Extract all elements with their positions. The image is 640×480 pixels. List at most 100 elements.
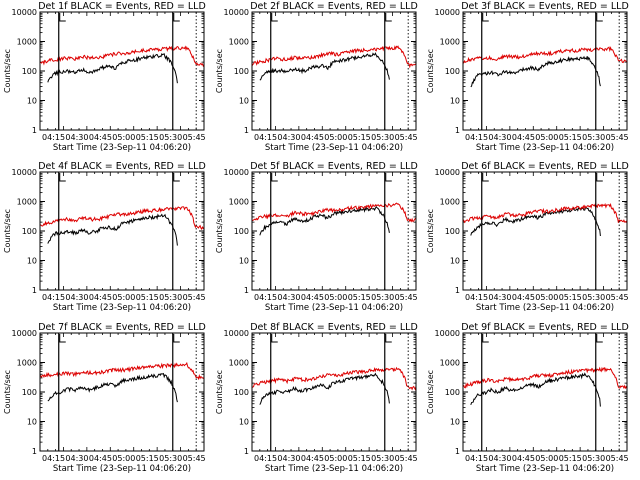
- x-tick-label: 05:00: [535, 454, 558, 463]
- time-marker-flag: [173, 13, 180, 22]
- time-marker-flag: [271, 334, 278, 343]
- lld-series-line: [39, 361, 205, 381]
- x-axis-label: Start Time (23-Sep-11 04:06:20): [265, 464, 403, 474]
- y-axis-label: Counts/sec: [426, 209, 435, 253]
- time-marker-flag: [59, 173, 66, 182]
- x-tick-label: 05:45: [395, 133, 418, 142]
- x-tick-label: 04:15: [42, 133, 65, 142]
- x-tick-label: 05:15: [136, 293, 159, 302]
- panel-det-5: Det 5f BLACK = Events, RED = LLD Counts/s…: [215, 161, 418, 313]
- events-series-line: [470, 55, 601, 88]
- lld-series-line: [251, 366, 417, 391]
- y-tick-label: 10000: [224, 329, 249, 338]
- x-tick-label: 04:30: [488, 454, 511, 463]
- panel-title: Det 5f BLACK = Events, RED = LLD: [250, 161, 418, 172]
- lld-series-line: [39, 206, 205, 231]
- x-tick-label: 04:30: [277, 454, 300, 463]
- plot-frame: [251, 171, 417, 291]
- time-marker-flag: [59, 334, 66, 343]
- panel-title: Det 8f BLACK = Events, RED = LLD: [250, 322, 418, 333]
- panel-det-3: Det 3f BLACK = Events, RED = LLD Counts/s…: [426, 1, 629, 153]
- y-tick-label: 10: [239, 418, 249, 427]
- x-tick-label: 04:15: [254, 133, 277, 142]
- x-tick-label: 05:00: [535, 133, 558, 142]
- y-axis-label: Counts/sec: [215, 209, 224, 253]
- panel-det-4: Det 4f BLACK = Events, RED = LLD Counts/s…: [3, 161, 206, 313]
- x-tick-label: 05:00: [324, 293, 347, 302]
- plot-frame: [251, 11, 417, 131]
- time-marker-flag: [385, 334, 392, 343]
- x-tick-label: 05:30: [371, 133, 394, 142]
- x-tick-label: 05:30: [159, 454, 182, 463]
- events-series-line: [47, 213, 178, 246]
- y-tick-label: 100: [234, 67, 249, 76]
- time-marker-flag: [173, 173, 180, 182]
- y-axis-label: Counts/sec: [426, 49, 435, 93]
- x-tick-label: 05:15: [559, 293, 582, 302]
- y-tick-label: 1000: [17, 198, 37, 207]
- events-series-line: [47, 372, 178, 403]
- x-tick-label: 04:45: [301, 454, 324, 463]
- panel-title: Det 7f BLACK = Events, RED = LLD: [38, 322, 206, 333]
- panel-title: Det 6f BLACK = Events, RED = LLD: [461, 161, 629, 172]
- x-tick-label: 05:30: [371, 293, 394, 302]
- events-series-line: [47, 52, 178, 84]
- events-series-line: [470, 206, 601, 237]
- time-marker-flag: [596, 334, 603, 343]
- y-tick-label: 1000: [17, 38, 37, 47]
- y-tick-label: 1000: [440, 198, 460, 207]
- x-tick-label: 04:30: [65, 293, 88, 302]
- x-axis-label: Start Time (23-Sep-11 04:06:20): [476, 143, 614, 153]
- y-tick-label: 1000: [229, 38, 249, 47]
- x-tick-label: 05:00: [535, 293, 558, 302]
- y-tick-label: 1: [455, 126, 460, 135]
- plot-frame: [39, 332, 205, 452]
- plot-frame: [39, 11, 205, 131]
- x-tick-label: 04:45: [512, 133, 535, 142]
- y-tick-label: 100: [234, 227, 249, 236]
- y-tick-label: 10000: [12, 8, 37, 17]
- panel-det-2: Det 2f BLACK = Events, RED = LLD Counts/s…: [215, 1, 418, 153]
- x-tick-label: 05:15: [559, 133, 582, 142]
- y-tick-label: 1: [244, 286, 249, 295]
- plot-frame: [462, 11, 628, 131]
- time-marker-flag: [482, 334, 489, 343]
- y-tick-label: 10: [450, 97, 460, 106]
- x-tick-label: 04:30: [488, 293, 511, 302]
- x-axis-label: Start Time (23-Sep-11 04:06:20): [53, 303, 191, 313]
- y-axis-label: Counts/sec: [3, 370, 12, 414]
- time-marker-flag: [173, 334, 180, 343]
- y-tick-label: 1: [32, 447, 37, 456]
- events-series-line: [259, 52, 390, 81]
- x-tick-label: 04:45: [301, 293, 324, 302]
- time-marker-flag: [271, 173, 278, 182]
- y-axis-label: Counts/sec: [3, 209, 12, 253]
- panel-det-7: Det 7f BLACK = Events, RED = LLD Counts/s…: [3, 322, 206, 474]
- y-tick-label: 10: [450, 418, 460, 427]
- time-marker-flag: [482, 13, 489, 22]
- x-tick-label: 04:15: [465, 293, 488, 302]
- y-tick-label: 10: [239, 97, 249, 106]
- x-axis-label: Start Time (23-Sep-11 04:06:20): [476, 303, 614, 313]
- y-tick-label: 100: [445, 227, 460, 236]
- panel-det-1: Det 1f BLACK = Events, RED = LLD Counts/s…: [3, 1, 206, 153]
- x-tick-label: 04:45: [89, 293, 112, 302]
- y-tick-label: 100: [22, 388, 37, 397]
- x-tick-label: 05:30: [582, 133, 605, 142]
- x-tick-label: 04:45: [89, 454, 112, 463]
- plot-frame: [39, 171, 205, 291]
- time-marker-flag: [385, 13, 392, 22]
- y-tick-label: 1: [244, 447, 249, 456]
- x-tick-label: 04:30: [277, 133, 300, 142]
- panel-title: Det 2f BLACK = Events, RED = LLD: [250, 1, 418, 12]
- x-tick-label: 05:00: [112, 454, 135, 463]
- lld-series-line: [39, 45, 205, 67]
- y-tick-label: 1: [32, 126, 37, 135]
- panel-title: Det 1f BLACK = Events, RED = LLD: [38, 1, 206, 12]
- x-tick-label: 05:15: [348, 133, 371, 142]
- x-tick-label: 05:45: [395, 293, 418, 302]
- y-tick-label: 1000: [17, 359, 37, 368]
- x-tick-label: 05:15: [348, 293, 371, 302]
- panel-det-6: Det 6f BLACK = Events, RED = LLD Counts/s…: [426, 161, 629, 313]
